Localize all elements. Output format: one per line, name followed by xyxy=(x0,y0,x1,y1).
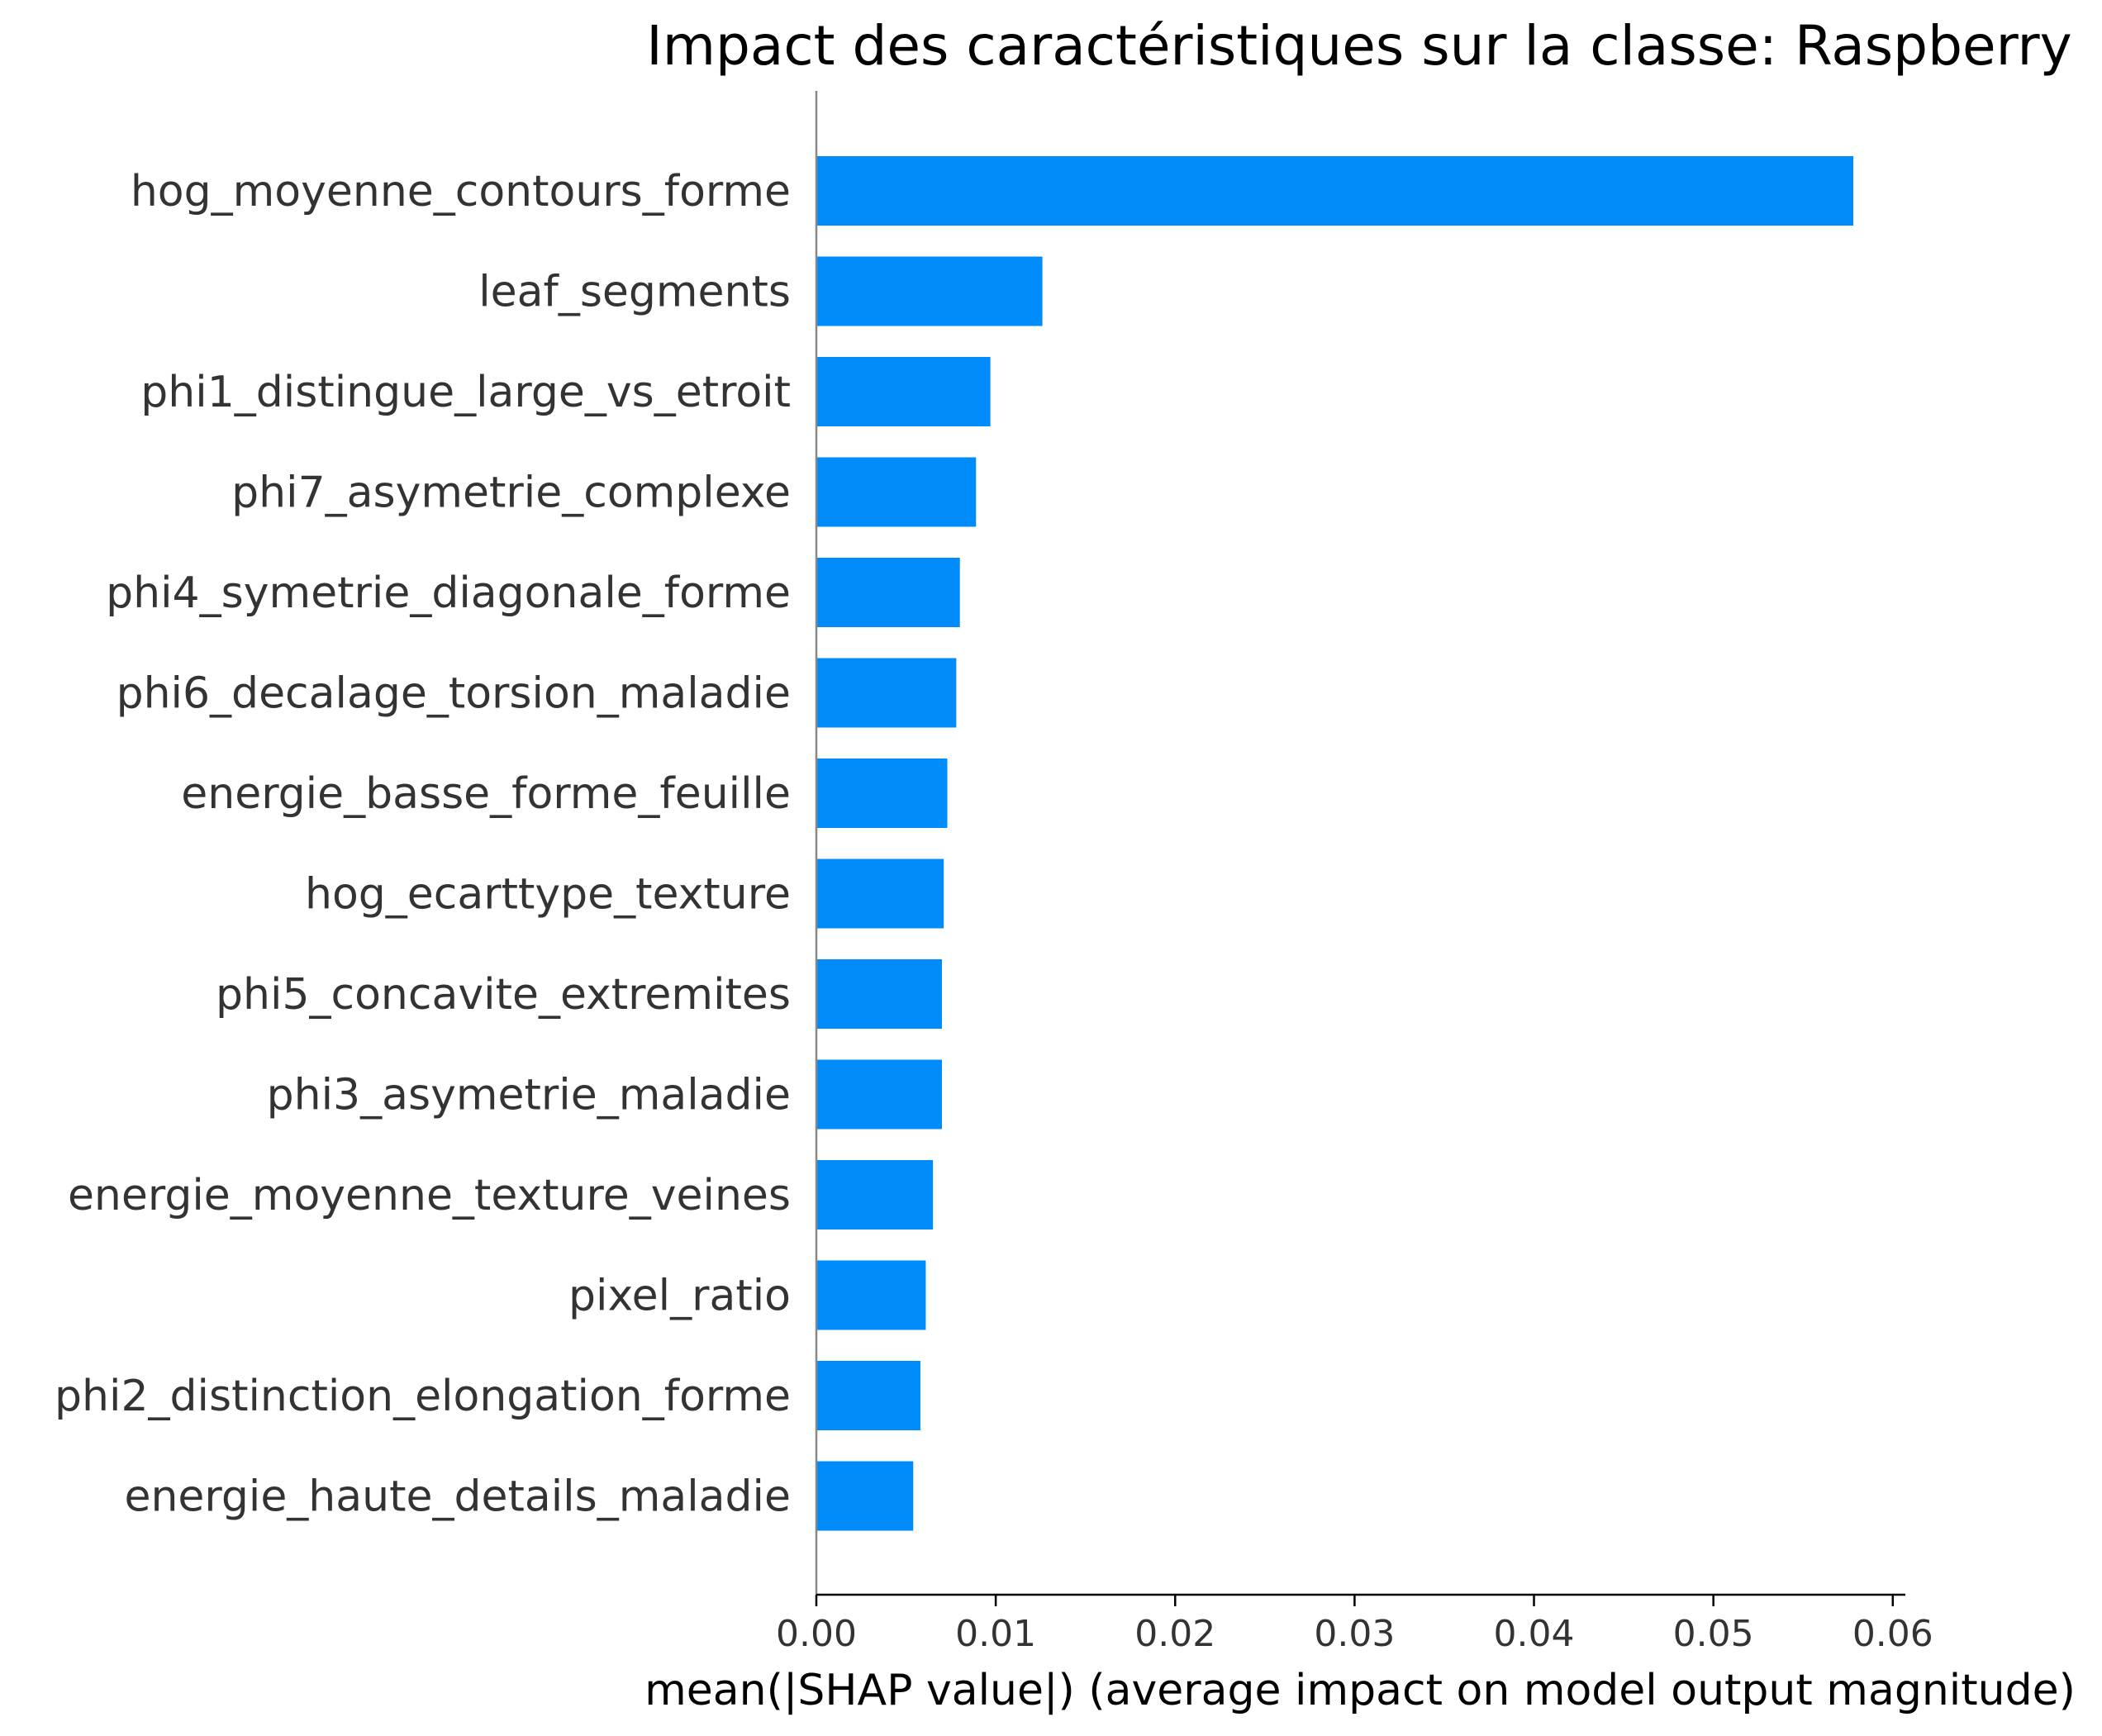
x-tick-label: 0.04 xyxy=(1494,1613,1575,1655)
bar-pixel_ratio xyxy=(816,1260,926,1330)
category-label: phi3_asymetrie_maladie xyxy=(267,1071,791,1120)
category-label: phi6_decalage_torsion_maladie xyxy=(117,669,791,719)
category-label: energie_moyenne_texture_veines xyxy=(68,1171,791,1220)
bar-hog_ecarttype_texture xyxy=(816,858,944,929)
bar-phi4_symetrie_diagonale_forme xyxy=(816,558,960,627)
bars-group xyxy=(816,156,1854,1531)
bar-phi1_distingue_large_vs_etroit xyxy=(816,357,991,426)
bar-phi5_concavite_extremites xyxy=(816,959,942,1029)
bar-energie_haute_details_maladie xyxy=(816,1461,914,1531)
bar-phi2_distinction_elongation_forme xyxy=(816,1361,920,1430)
category-label: phi4_symetrie_diagonale_forme xyxy=(106,568,791,618)
bar-phi7_asymetrie_complexe xyxy=(816,457,977,527)
category-label: leaf_segments xyxy=(478,268,791,317)
x-ticks: 0.00 0.01 0.02 0.03 0.04 0.05 0.06 xyxy=(776,1595,1933,1655)
x-tick-label: 0.05 xyxy=(1673,1613,1754,1655)
bar-phi3_asymetrie_maladie xyxy=(816,1059,942,1130)
category-label: energie_basse_forme_feuille xyxy=(181,769,791,819)
x-tick-label: 0.03 xyxy=(1314,1613,1395,1655)
x-tick-label: 0.06 xyxy=(1852,1613,1933,1655)
x-tick-label: 0.02 xyxy=(1134,1613,1215,1655)
x-tick-label: 0.00 xyxy=(776,1613,857,1655)
bar-hog_moyenne_contours_forme xyxy=(816,156,1854,226)
category-label: hog_moyenne_contours_forme xyxy=(131,167,791,216)
category-label: energie_haute_details_maladie xyxy=(124,1472,791,1522)
category-label: hog_ecarttype_texture xyxy=(305,870,791,920)
bar-leaf_segments xyxy=(816,256,1043,326)
chart-title: Impact des caractéristiques sur la class… xyxy=(646,14,2072,78)
category-label: phi7_asymetrie_complexe xyxy=(231,468,791,518)
category-label: pixel_ratio xyxy=(568,1272,791,1321)
category-labels: hog_moyenne_contours_forme leaf_segmentsp… xyxy=(55,167,791,1522)
bar-energie_moyenne_texture_veines xyxy=(816,1160,934,1229)
category-label: phi1_distingue_large_vs_etroit xyxy=(140,368,791,417)
bar-energie_basse_forme_feuille xyxy=(816,759,948,828)
x-axis-title: mean(|SHAP value|) (average impact on mo… xyxy=(644,1666,2076,1715)
x-tick-label: 0.01 xyxy=(955,1613,1036,1655)
category-label: phi5_concavite_extremites xyxy=(216,970,791,1020)
bar-phi6_decalage_torsion_maladie xyxy=(816,658,957,728)
category-label: phi2_distinction_elongation_forme xyxy=(55,1372,791,1421)
